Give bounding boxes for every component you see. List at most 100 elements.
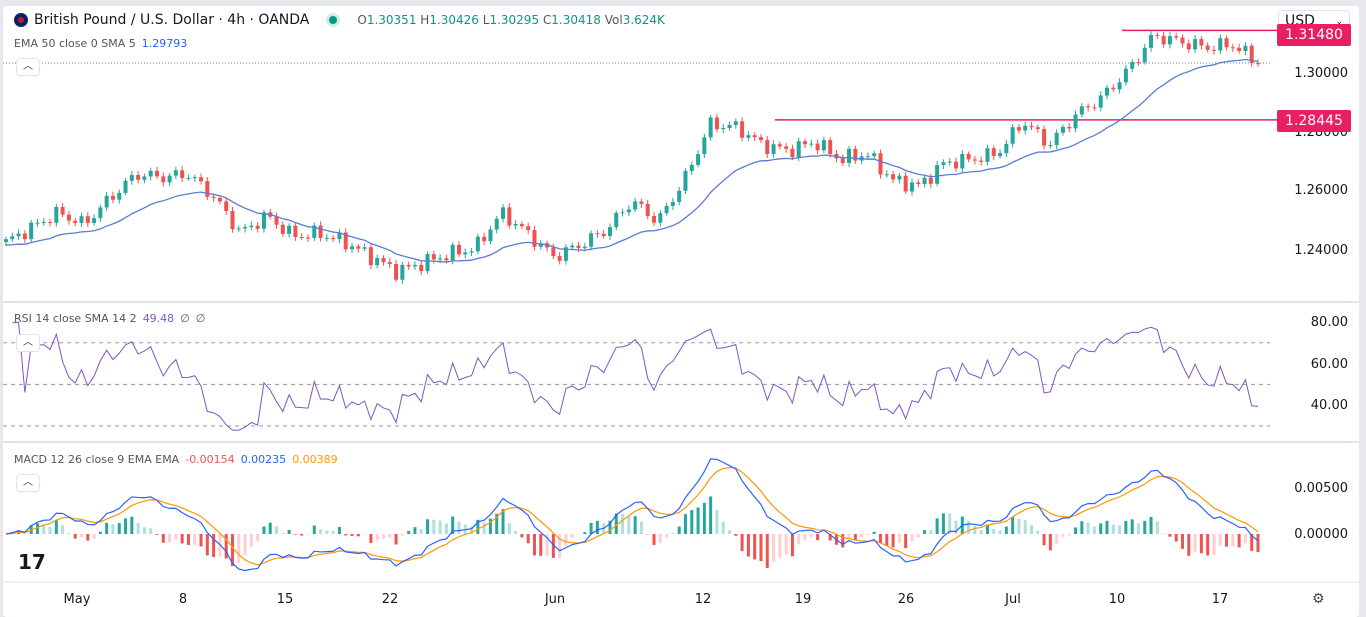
candle: [721, 128, 726, 130]
macd-histogram-bar: [1231, 534, 1235, 547]
macd-histogram-bar: [1105, 520, 1109, 534]
macd-histogram-bar: [526, 534, 530, 544]
candle: [771, 144, 776, 154]
macd-histogram-bar: [753, 534, 757, 560]
candle: [1023, 125, 1028, 131]
candle: [22, 233, 27, 240]
macd-histogram-bar: [665, 534, 669, 538]
candle: [249, 225, 254, 228]
tradingview-logo[interactable]: 17: [18, 550, 46, 574]
candle: [236, 228, 241, 230]
macd-histogram-bar: [1149, 516, 1153, 534]
macd-histogram-bar: [1017, 518, 1021, 534]
macd-histogram-bar: [1048, 534, 1052, 551]
rsi-line: [12, 321, 1259, 431]
candle: [1237, 47, 1242, 52]
candle: [601, 233, 606, 237]
macd-histogram-bar: [910, 534, 914, 542]
macd-histogram-bar: [1055, 534, 1059, 544]
candle: [878, 153, 883, 175]
macd-histogram-bar: [168, 534, 172, 543]
macd-histogram-bar: [809, 534, 813, 538]
time-tick: 15: [276, 592, 294, 607]
candle: [570, 245, 575, 248]
candle: [1048, 145, 1053, 147]
flag-icon: [14, 13, 28, 27]
macd-histogram-bar: [438, 520, 442, 534]
candle: [4, 239, 8, 243]
macd-histogram-bar: [54, 520, 58, 534]
macd-histogram-bar: [73, 534, 77, 539]
candle: [664, 205, 669, 214]
macd-histogram-bar: [407, 530, 411, 534]
rsi-label[interactable]: RSI 14 close SMA 14 2: [14, 312, 137, 325]
candle: [790, 148, 795, 158]
candle: [16, 233, 21, 237]
candle: [1079, 106, 1084, 115]
macd-histogram-bar: [1061, 534, 1065, 537]
macd-histogram-bar: [268, 522, 272, 534]
symbol-title[interactable]: British Pound / U.S. Dollar · 4h · OANDA: [34, 12, 310, 28]
level-tag-support: 1.28445: [1277, 110, 1351, 132]
candle: [469, 251, 474, 253]
candle: [1029, 125, 1034, 128]
candle: [507, 207, 512, 226]
macd-histogram-bar: [891, 534, 895, 548]
macd-histogram-bar: [954, 520, 958, 534]
rsi-value: 49.48: [142, 312, 175, 325]
macd-histogram-bar: [885, 534, 889, 546]
candle: [337, 232, 342, 240]
candle: [614, 212, 619, 228]
macd-histogram-bar: [344, 534, 348, 536]
collapse-rsi-button[interactable]: ︿: [16, 334, 40, 352]
macd-histogram-bar: [721, 521, 725, 534]
time-tick: 26: [897, 592, 915, 607]
macd-histogram-bar: [281, 533, 285, 534]
collapse-legend-button[interactable]: ︿: [16, 58, 40, 76]
candle: [595, 233, 600, 235]
candle: [607, 227, 612, 237]
candle: [740, 121, 745, 138]
candle: [243, 227, 248, 229]
candle: [475, 236, 480, 252]
settings-icon[interactable]: ⚙: [1312, 591, 1325, 607]
candle: [356, 246, 361, 249]
macd-histogram-bar: [608, 520, 612, 534]
candle: [538, 243, 543, 247]
ema-label[interactable]: EMA 50 close 0 SMA 5: [14, 37, 136, 50]
candle: [362, 247, 367, 249]
macd-histogram-bar: [866, 534, 870, 536]
macd-histogram-bar: [136, 523, 140, 534]
macd-histogram-bar: [306, 534, 310, 535]
macd-histogram-bar: [1187, 534, 1191, 556]
candle: [847, 148, 852, 164]
candle: [66, 214, 71, 221]
candle: [425, 254, 430, 272]
level-tag-high: 1.31480: [1277, 24, 1351, 46]
candle: [935, 164, 940, 184]
candle: [702, 137, 707, 155]
collapse-macd-button[interactable]: ︿: [16, 474, 40, 492]
candle: [645, 203, 650, 216]
macd-histogram-bar: [1086, 522, 1090, 534]
macd-histogram-bar: [48, 527, 52, 534]
macd-histogram-bar: [973, 525, 977, 534]
macd-histogram-bar: [652, 534, 656, 545]
candle: [343, 232, 348, 250]
macd-histogram-bar: [275, 526, 279, 534]
candle: [513, 223, 518, 226]
macd-histogram-bar: [639, 521, 643, 534]
macd-label[interactable]: MACD 12 26 close 9 EMA EMA: [14, 453, 180, 466]
macd-histogram-bar: [728, 530, 732, 534]
candle: [972, 159, 977, 161]
candle: [431, 254, 436, 260]
macd-histogram-bar: [595, 520, 599, 534]
candle: [928, 177, 933, 184]
candle: [387, 262, 392, 265]
macd-histogram-bar: [1168, 534, 1172, 537]
macd-histogram-bar: [319, 529, 323, 534]
candle: [192, 177, 197, 179]
candle: [1142, 47, 1147, 63]
candle: [412, 264, 417, 267]
